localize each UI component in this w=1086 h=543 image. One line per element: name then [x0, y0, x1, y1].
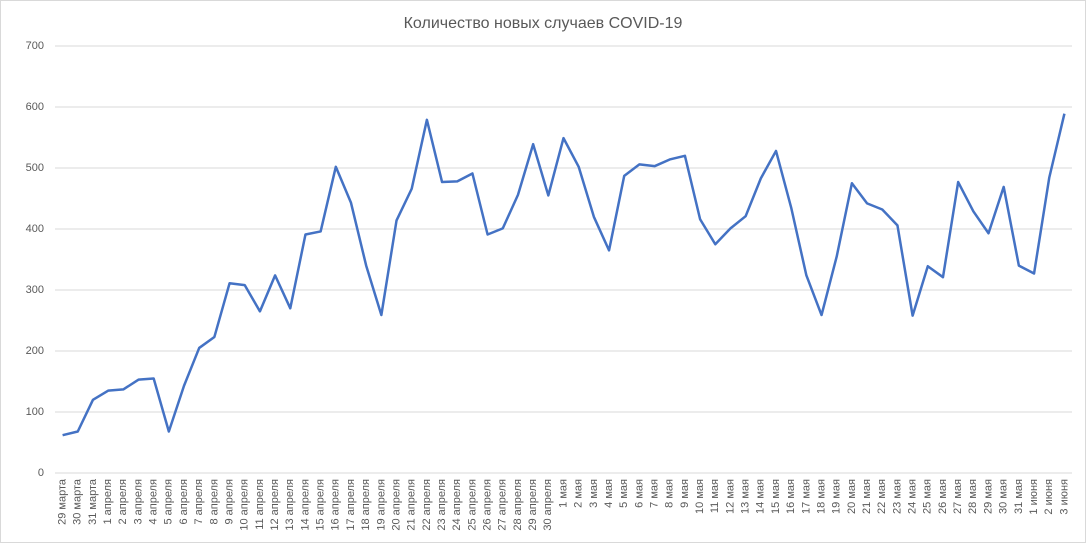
x-tick-label: 7 апреля [193, 479, 205, 525]
x-tick-label: 10 мая [694, 479, 706, 514]
x-tick-label: 18 апреля [360, 479, 372, 531]
x-tick-label: 25 апреля [466, 479, 478, 531]
x-tick-label: 31 марта [87, 478, 99, 525]
x-tick-label: 5 мая [618, 479, 630, 508]
x-tick-label: 8 мая [664, 479, 676, 508]
x-tick-label: 1 мая [557, 479, 569, 508]
x-tick-label: 30 мая [998, 479, 1010, 514]
x-tick-label: 14 мая [755, 479, 767, 514]
x-tick-label: 17 апреля [345, 479, 357, 531]
x-tick-label: 23 апреля [436, 479, 448, 531]
x-tick-label: 25 мая [922, 479, 934, 514]
x-tick-label: 9 апреля [223, 479, 235, 525]
x-tick-label: 3 апреля [132, 479, 144, 525]
x-tick-label: 1 апреля [102, 479, 114, 525]
x-tick-label: 26 апреля [482, 479, 494, 531]
x-tick-label: 3 июня [1058, 479, 1070, 515]
x-tick-label: 21 мая [861, 479, 873, 514]
x-tick-label: 31 мая [1013, 479, 1025, 514]
x-tick-label: 28 апреля [512, 479, 524, 531]
x-tick-label: 12 мая [724, 479, 736, 514]
x-tick-label: 7 мая [648, 479, 660, 508]
x-tick-label: 30 апреля [542, 479, 554, 531]
x-tick-label: 3 мая [588, 479, 600, 508]
y-tick-label: 700 [26, 40, 44, 52]
x-tick-label: 20 мая [846, 479, 858, 514]
x-tick-label: 20 апреля [390, 479, 402, 531]
x-tick-label: 2 апреля [117, 479, 129, 525]
x-tick-label: 2 июня [1043, 479, 1055, 515]
x-tick-label: 16 апреля [330, 479, 342, 531]
x-tick-label: 26 мая [937, 479, 949, 514]
x-tick-label: 29 марта [56, 478, 68, 525]
x-tick-label: 12 апреля [269, 479, 281, 531]
x-tick-label: 11 мая [709, 479, 721, 513]
x-tick-label: 9 мая [679, 479, 691, 508]
x-tick-label: 23 мая [891, 479, 903, 514]
x-tick-label: 27 апреля [497, 479, 509, 531]
x-tick-label: 15 апреля [315, 479, 327, 531]
x-tick-label: 5 апреля [163, 479, 175, 525]
y-tick-label: 200 [26, 345, 44, 357]
x-tick-label: 10 апреля [239, 479, 251, 531]
x-tick-label: 19 апреля [375, 479, 387, 531]
y-tick-label: 400 [26, 223, 44, 235]
x-tick-label: 1 июня [1028, 479, 1040, 515]
x-tick-label: 4 апреля [148, 479, 160, 525]
y-tick-label: 100 [26, 406, 44, 418]
x-tick-label: 15 мая [770, 479, 782, 514]
x-tick-label: 6 мая [633, 479, 645, 508]
x-tick-label: 22 апреля [421, 479, 433, 531]
x-tick-label: 13 апреля [284, 479, 296, 531]
x-tick-label: 21 апреля [406, 479, 418, 531]
x-tick-label: 17 мая [800, 479, 812, 514]
x-tick-label: 27 мая [952, 479, 964, 514]
x-tick-label: 22 мая [876, 479, 888, 514]
x-tick-label: 24 мая [907, 479, 919, 514]
x-tick-label: 29 апреля [527, 479, 539, 531]
y-tick-label: 300 [26, 284, 44, 296]
x-tick-label: 30 марта [72, 478, 84, 525]
data-line [62, 113, 1066, 437]
y-tick-label: 600 [26, 101, 44, 113]
x-tick-label: 24 апреля [451, 479, 463, 531]
x-tick-label: 8 апреля [208, 479, 220, 525]
y-tick-label: 500 [26, 162, 44, 174]
x-tick-label: 28 мая [967, 479, 979, 514]
x-tick-label: 16 мая [785, 479, 797, 514]
x-tick-label: 13 мая [740, 479, 752, 514]
x-tick-label: 6 апреля [178, 479, 190, 525]
x-tick-label: 11 апреля [254, 479, 266, 530]
x-tick-label: 18 мая [815, 479, 827, 514]
x-tick-label: 14 апреля [299, 479, 311, 531]
chart-title: Количество новых случаев COVID-19 [404, 15, 683, 32]
y-tick-label: 0 [38, 467, 44, 479]
x-tick-label: 2 мая [573, 479, 585, 508]
x-tick-label: 4 мая [603, 479, 615, 508]
x-tick-label: 19 мая [831, 479, 843, 514]
x-tick-label: 29 мая [982, 479, 994, 514]
